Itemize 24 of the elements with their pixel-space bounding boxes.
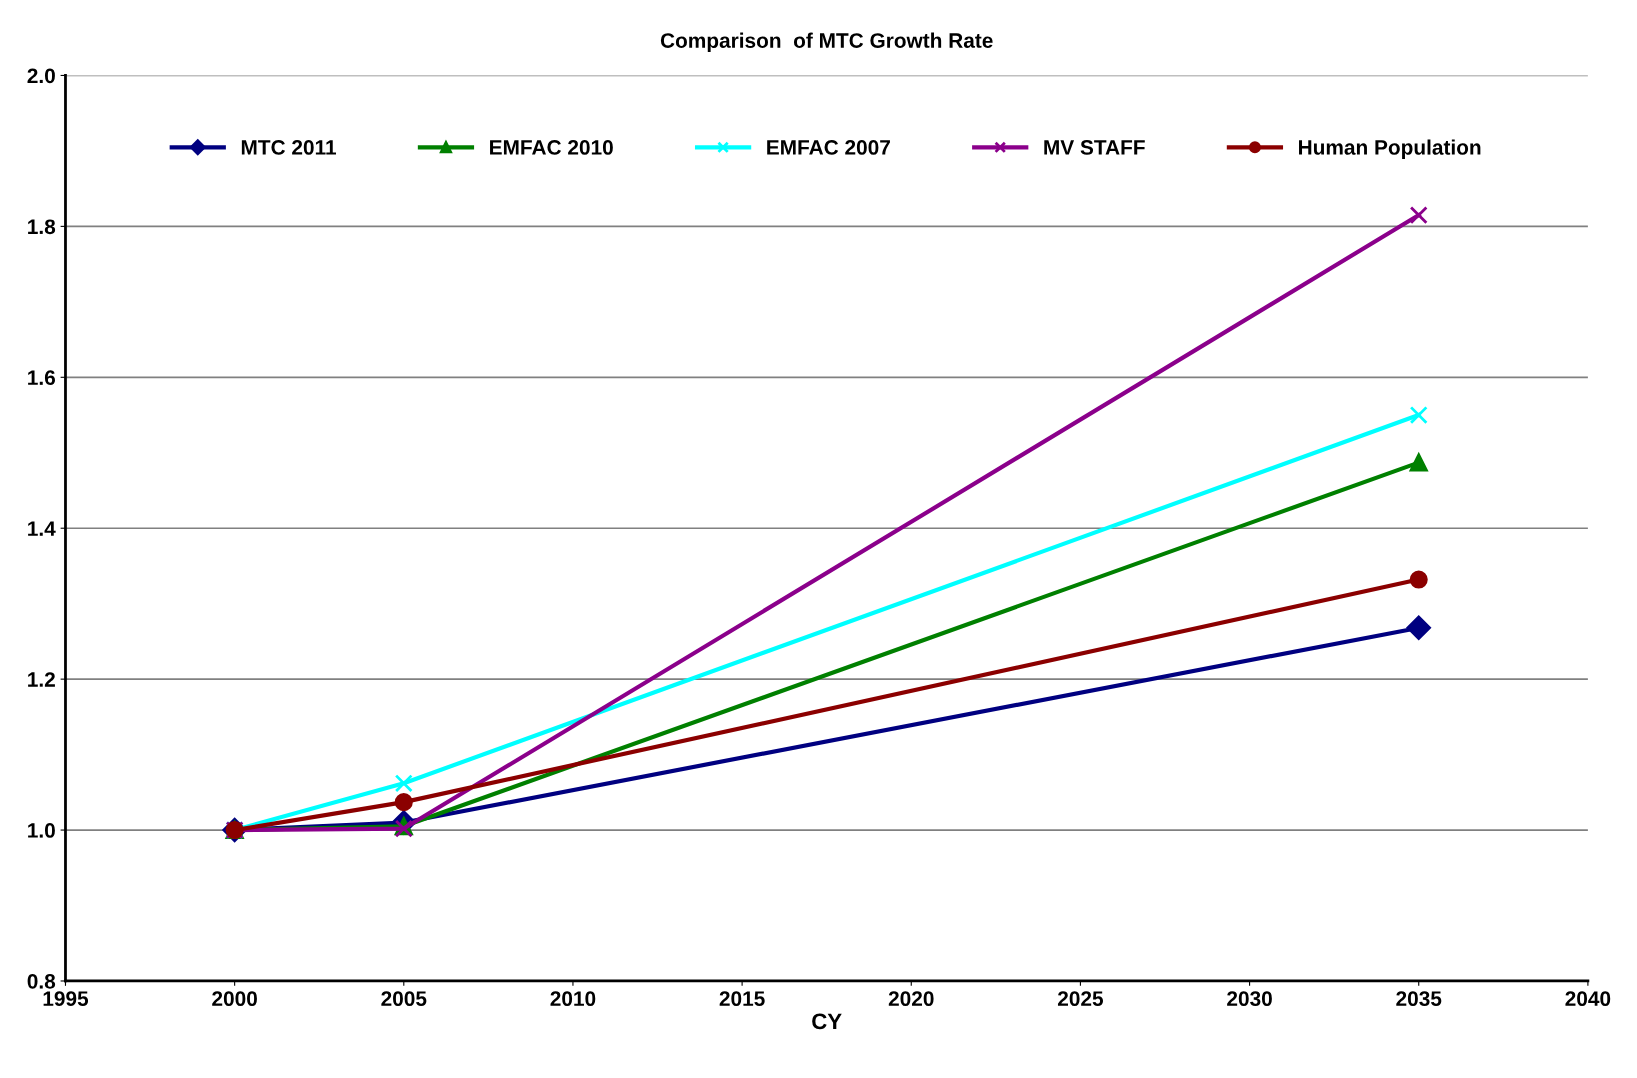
- y-tick-label: 1.4: [28, 521, 56, 536]
- y-tick-label: 1.0: [28, 823, 55, 838]
- x-tick-label: 2015: [719, 991, 765, 1006]
- x-tick-label: 2005: [381, 991, 427, 1006]
- x-tick-label: 2030: [1227, 991, 1272, 1007]
- x-tick-label: 2020: [888, 991, 934, 1006]
- y-tick-label: 1.6: [28, 370, 56, 386]
- legend-label: EMFAC 2007: [767, 140, 890, 155]
- legend-label: MTC 2011: [241, 140, 337, 155]
- y-tick-label: 0.8: [27, 973, 56, 989]
- chart-title: Comparison of MTC Growth Rate: [660, 32, 993, 53]
- x-tick-label: 2000: [212, 991, 257, 1006]
- legend-label: EMFAC 2010: [490, 140, 613, 155]
- y-tick-label: 1.8: [28, 219, 56, 235]
- legend-label: MV STAFF: [1044, 140, 1145, 155]
- y-tick-label: 1.2: [28, 672, 55, 687]
- x-tick-label: 2010: [550, 991, 596, 1006]
- legend-label: Human Population: [1299, 139, 1481, 159]
- x-tick-label: 2035: [1396, 991, 1442, 1007]
- x-tick-label: 2025: [1057, 991, 1104, 1006]
- x-tick-label: 1995: [43, 991, 89, 1006]
- x-tick-label: 2040: [1565, 991, 1611, 1006]
- y-tick-label: 2.0: [27, 68, 55, 84]
- x-axis-title: CY: [812, 1013, 842, 1030]
